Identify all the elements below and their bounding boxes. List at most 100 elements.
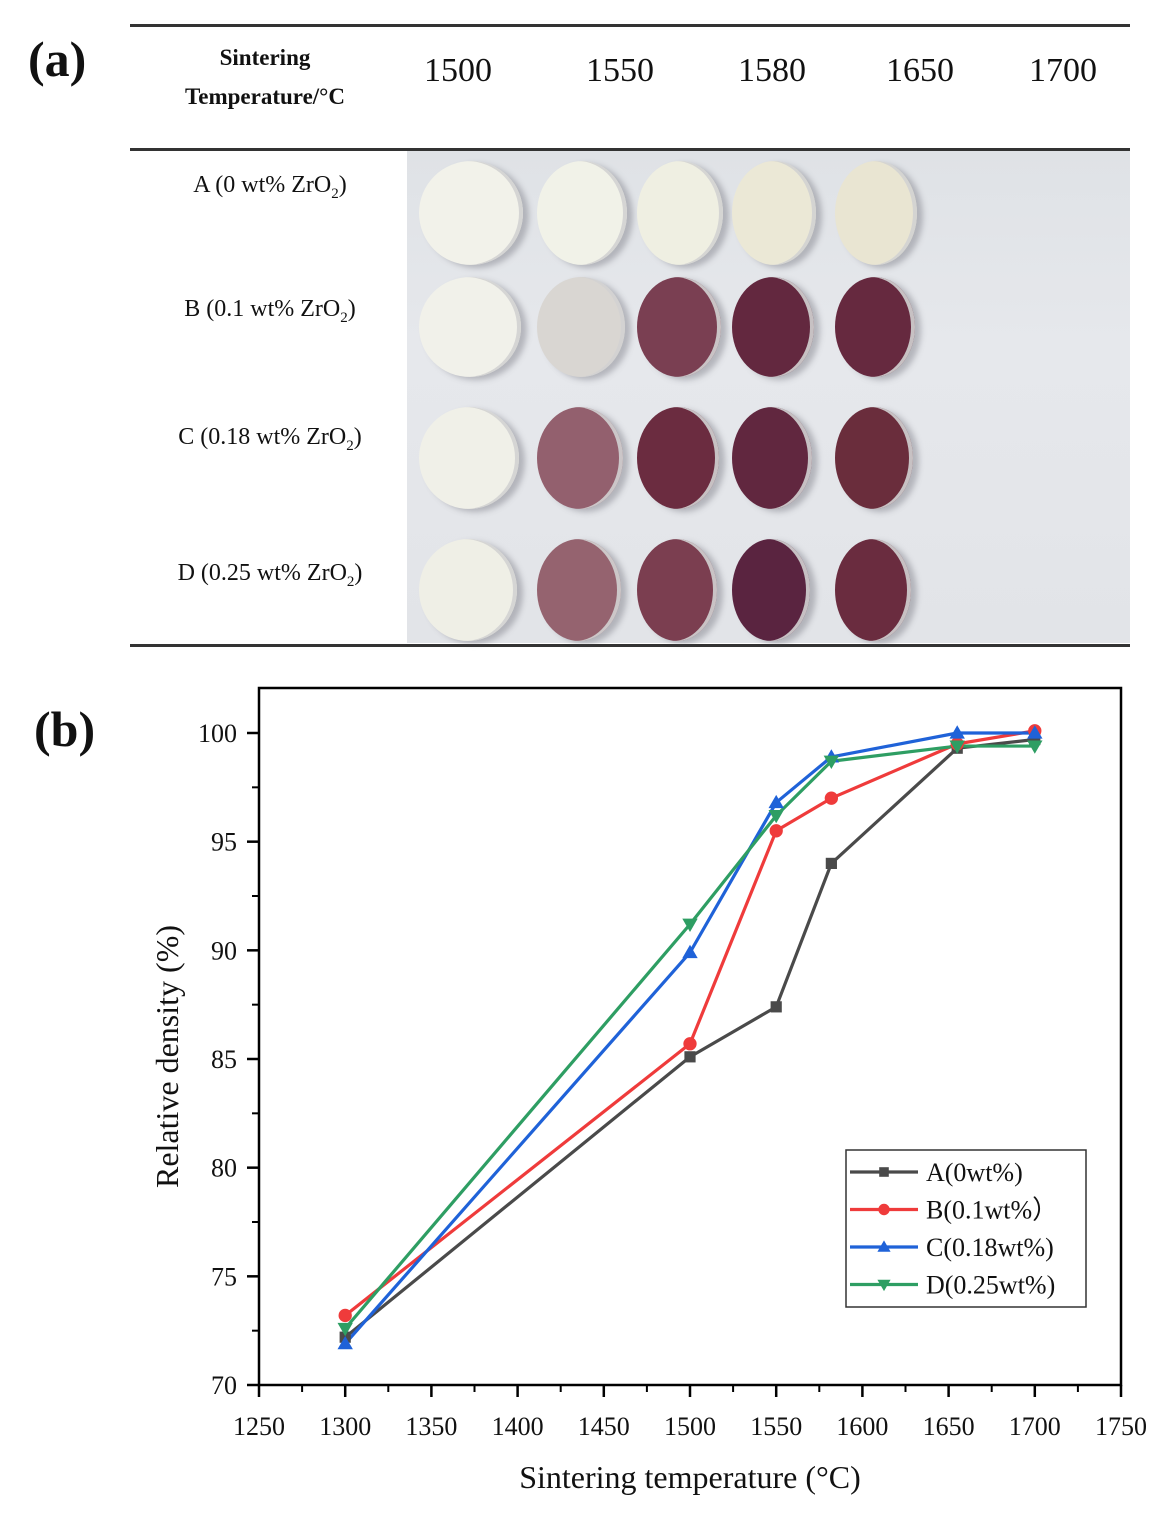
data-point-b — [824, 791, 839, 805]
row-label-suffix: ) — [338, 172, 347, 198]
temperature-header: 1580 — [738, 52, 806, 89]
x-tick-label: 1500 — [664, 1412, 716, 1441]
data-point-d — [682, 918, 698, 932]
data-point-c — [768, 794, 784, 809]
row-label-d: D (0.25 wt% ZrO2) — [140, 560, 400, 591]
table-header-rule — [130, 148, 1130, 151]
series-line-b — [344, 729, 1036, 1317]
x-tick-label: 1350 — [405, 1412, 457, 1441]
sample-disc — [637, 539, 717, 641]
sample-disc — [835, 277, 915, 377]
row-label-suffix: ) — [354, 560, 363, 586]
y-axis-label: Relative density (%) — [149, 925, 185, 1188]
data-point-a — [1029, 733, 1041, 746]
data-point-a — [825, 857, 837, 869]
table-top-rule — [130, 24, 1130, 27]
row-label-a: A (0 wt% ZrO2) — [140, 172, 400, 203]
data-point-d — [949, 740, 965, 754]
sample-disc — [419, 407, 519, 509]
sample-disc — [835, 539, 911, 641]
x-tick-label: 1400 — [492, 1412, 544, 1441]
data-point-d — [337, 1322, 353, 1337]
row-label-c: C (0.18 wt% ZrO2) — [140, 424, 400, 455]
data-point-c — [337, 1336, 353, 1350]
row-label-text: D (0.25 wt% ZrO — [177, 560, 347, 586]
temperature-header: 1550 — [586, 52, 654, 89]
sample-disc — [835, 161, 917, 265]
sample-disc — [537, 277, 625, 377]
row-label-subscript: 2 — [331, 185, 339, 202]
panel-a-label: (a) — [28, 31, 87, 87]
sample-disc — [732, 539, 810, 641]
x-tick-label: 1450 — [578, 1412, 630, 1441]
series-line-d — [343, 744, 1035, 1330]
x-tick-label: 1700 — [1009, 1412, 1061, 1441]
series-line-c — [343, 731, 1035, 1345]
legend-marker-icon — [879, 1167, 889, 1177]
legend-marker-icon — [877, 1240, 891, 1252]
data-point-c — [682, 944, 698, 959]
row-label-b: B (0.1 wt% ZrO2) — [140, 296, 400, 327]
data-point-a — [684, 1051, 696, 1063]
sample-disc — [637, 277, 721, 377]
y-tick-label: 95 — [211, 828, 237, 857]
x-tick-label: 1600 — [836, 1412, 888, 1441]
data-point-b — [338, 1308, 352, 1323]
data-point-d — [768, 809, 784, 824]
sample-disc — [537, 407, 623, 509]
row-label-text: B (0.1 wt% ZrO — [184, 296, 341, 322]
legend-label: B(0.1wt%） — [926, 1196, 1058, 1225]
x-tick-label: 1750 — [1095, 1412, 1147, 1441]
sample-disc — [419, 539, 517, 641]
y-tick-label: 100 — [198, 719, 237, 748]
data-point-a — [770, 1001, 782, 1013]
row-label-text: C (0.18 wt% ZrO — [178, 424, 347, 450]
legend-label: A(0wt%) — [926, 1158, 1023, 1187]
data-point-b — [683, 1037, 697, 1051]
x-tick-label: 1300 — [319, 1412, 371, 1441]
x-tick-label: 1650 — [923, 1412, 975, 1441]
legend-label: C(0.18wt%) — [926, 1233, 1054, 1262]
row-label-text: A (0 wt% ZrO — [193, 172, 332, 198]
row-label-subscript: 2 — [340, 309, 348, 326]
row-label-suffix: ) — [353, 424, 362, 450]
panel-b-label: (b) — [34, 701, 96, 757]
y-tick-label: 85 — [211, 1045, 237, 1074]
sample-disc — [419, 277, 521, 377]
legend-marker-icon — [878, 1203, 890, 1216]
header-title-line2: Temperature/°C — [185, 84, 345, 109]
table-bottom-rule — [130, 644, 1130, 647]
y-tick-label: 90 — [211, 936, 237, 965]
header-title-line1: Sintering — [219, 45, 311, 70]
data-point-d — [1027, 740, 1043, 754]
table-header-title: Sintering Temperature/°C — [140, 38, 390, 116]
sample-disc — [835, 407, 913, 509]
y-tick-label: 75 — [211, 1262, 237, 1291]
sample-disc — [732, 161, 816, 265]
row-label-subscript: 2 — [346, 573, 355, 590]
x-axis-label: Sintering temperature (°C) — [519, 1459, 861, 1495]
y-tick-label: 80 — [211, 1154, 237, 1183]
density-chart: 1250 1300 1350 1400 1450 1500 1550 1600 1650 1700… — [149, 686, 1147, 1495]
legend-marker-icon — [877, 1279, 891, 1292]
temperature-header: 1500 — [424, 52, 492, 89]
data-point-d — [823, 755, 840, 769]
x-tick-label: 1550 — [750, 1412, 802, 1441]
sample-disc — [537, 539, 621, 641]
legend-label: D(0.25wt%) — [926, 1271, 1055, 1300]
sample-photo — [407, 151, 1130, 643]
row-label-suffix: ) — [347, 296, 356, 322]
sample-disc — [637, 161, 723, 265]
sample-disc — [419, 161, 523, 265]
data-point-c — [949, 725, 965, 739]
row-label-subscript: 2 — [346, 437, 354, 454]
x-tick-label: 1250 — [233, 1412, 285, 1441]
data-point-c — [1027, 725, 1043, 739]
y-tick-label: 70 — [211, 1371, 237, 1400]
temperature-header: 1700 — [1029, 52, 1097, 89]
sample-disc — [637, 407, 719, 509]
temperature-header: 1650 — [886, 52, 954, 89]
sample-disc — [537, 161, 627, 265]
data-point-b — [769, 824, 783, 838]
sample-disc — [732, 277, 814, 377]
